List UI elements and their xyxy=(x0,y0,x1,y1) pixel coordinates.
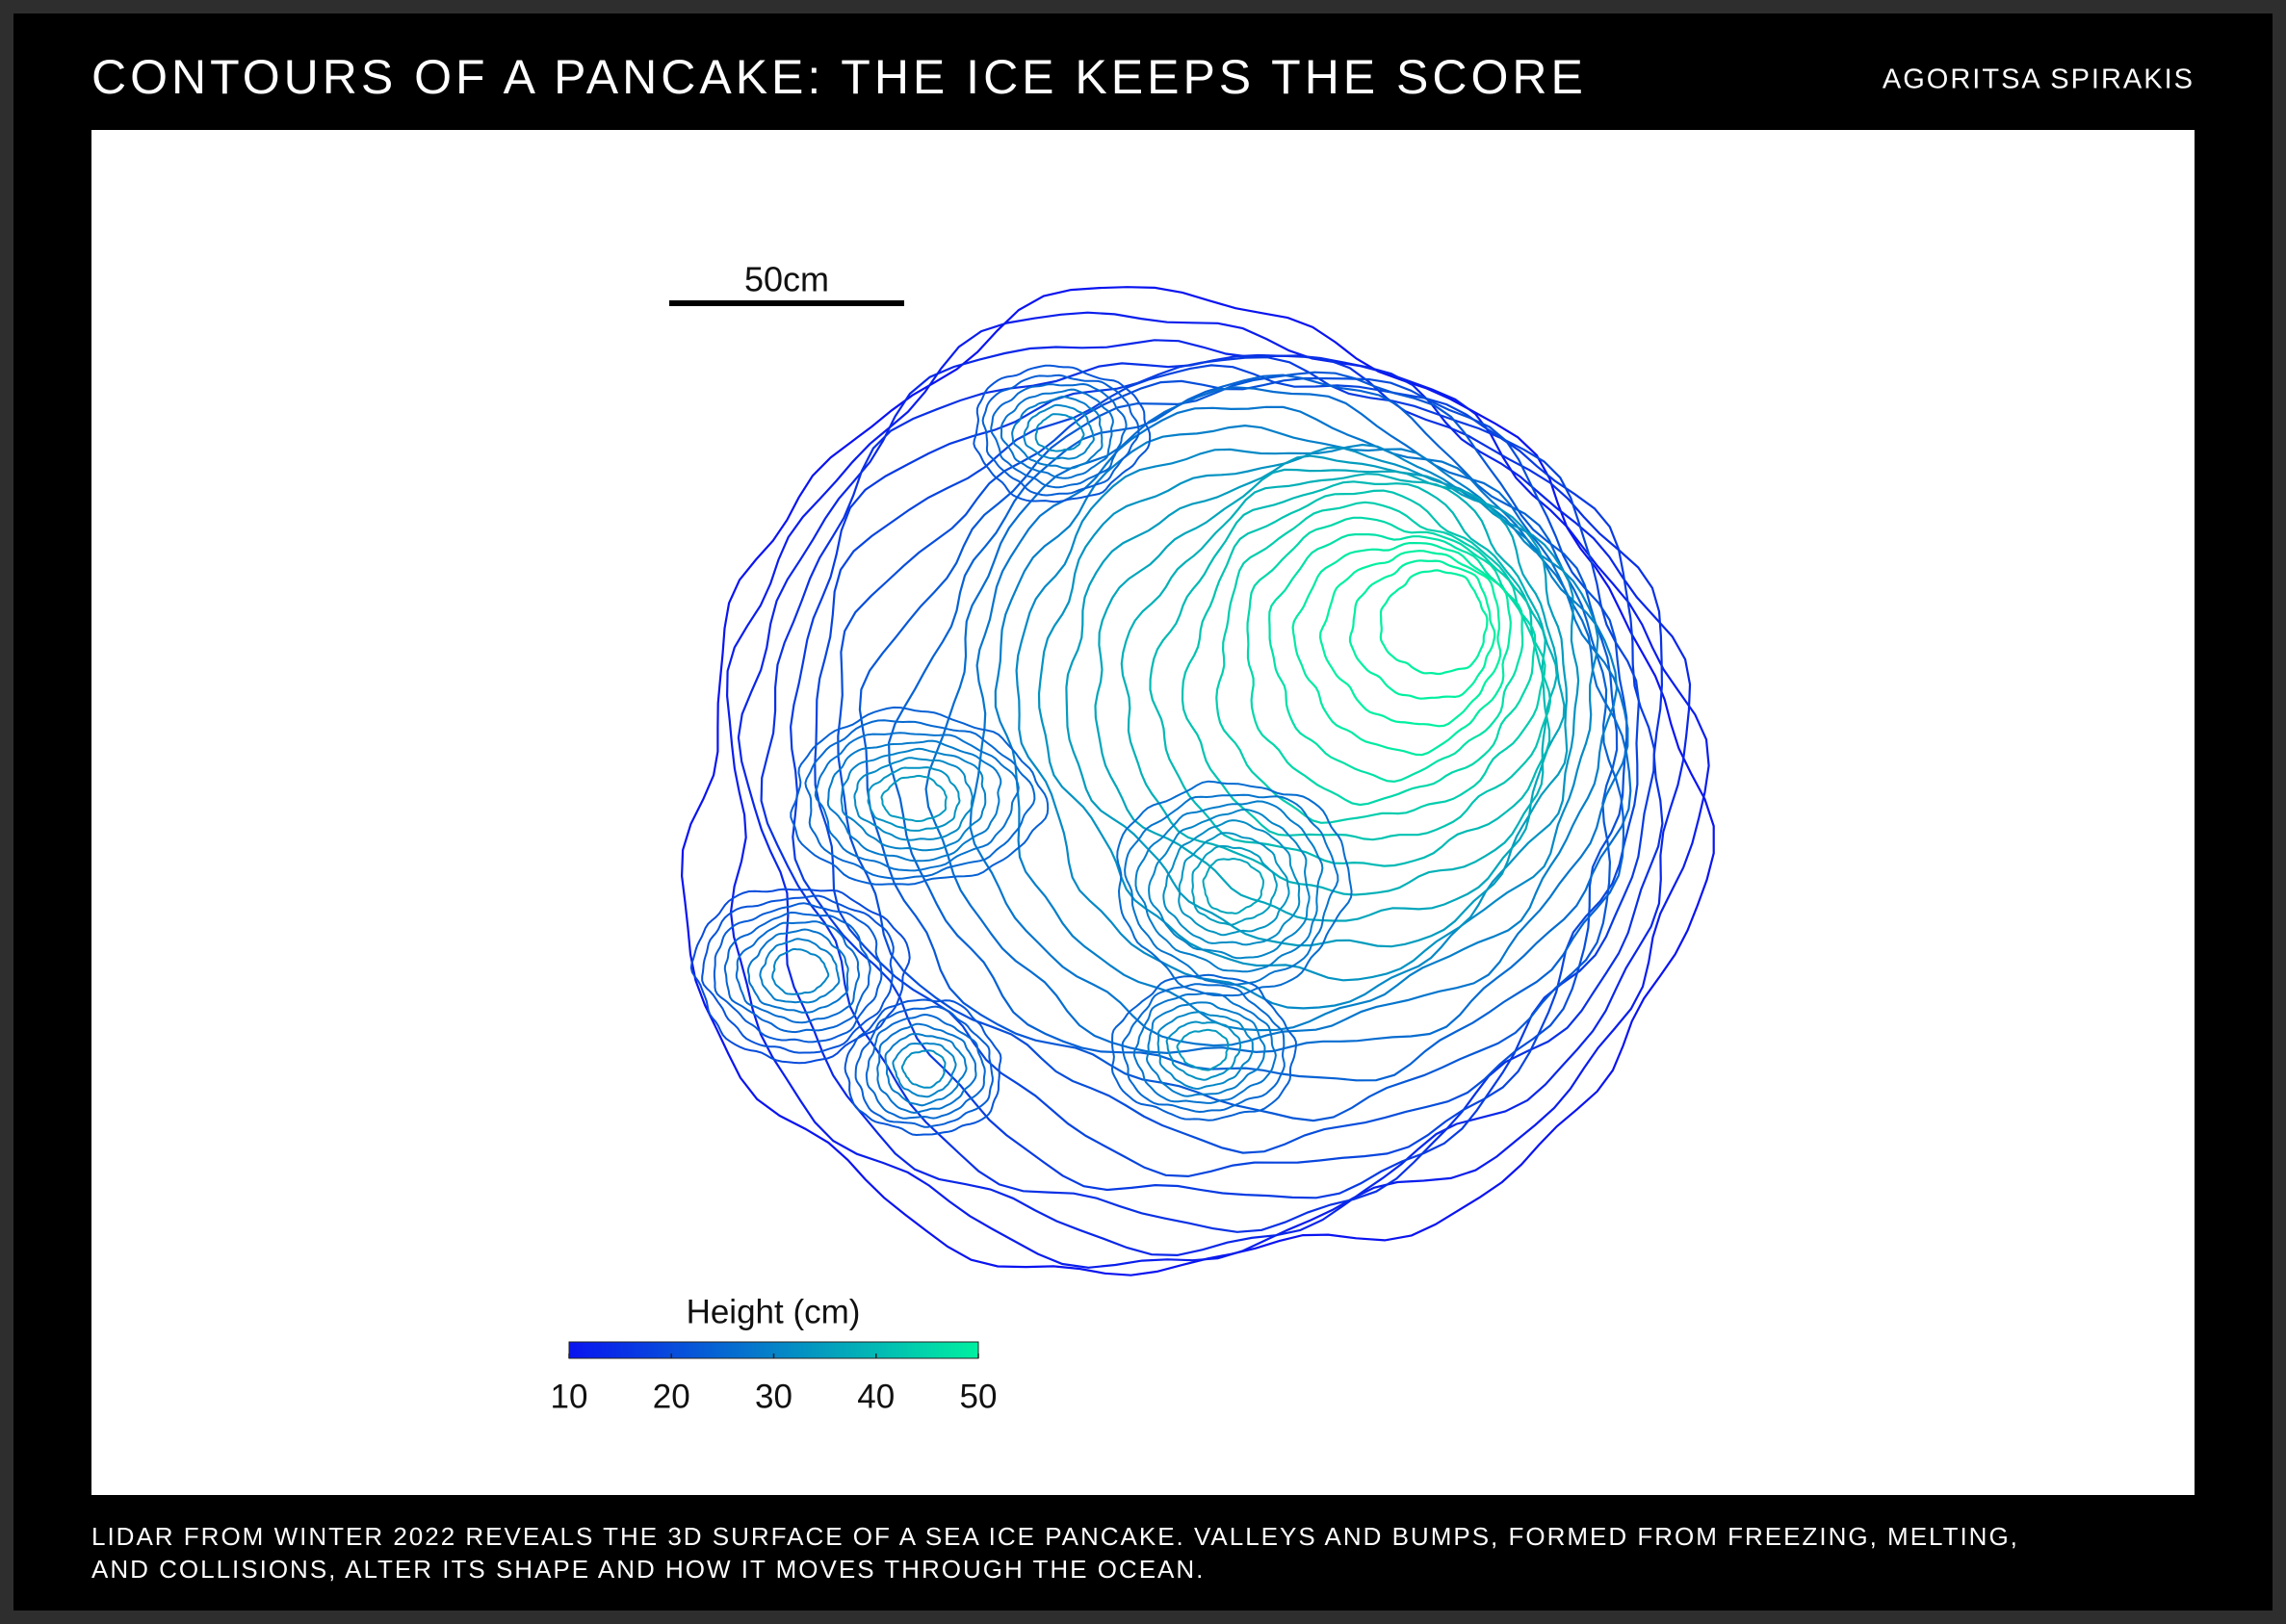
contour-line xyxy=(1176,1028,1230,1071)
contour-line xyxy=(701,894,895,1054)
contour-line xyxy=(1110,973,1298,1121)
contour-line xyxy=(771,947,830,995)
contour-line xyxy=(1291,542,1512,757)
contour-line xyxy=(1149,480,1551,867)
contour-line xyxy=(1246,516,1537,807)
contour-line xyxy=(1034,413,1085,452)
contour-line xyxy=(981,374,1140,497)
contour-line xyxy=(1094,468,1566,922)
contour-line xyxy=(1132,992,1277,1104)
colorbar-tick-label: 30 xyxy=(755,1378,792,1415)
caption-line: LIDAR FROM WINTER 2022 REVEALS THE 3D SU… xyxy=(91,1522,2019,1551)
contour-line xyxy=(887,374,1625,1082)
contour-line xyxy=(973,364,1152,503)
contour-line xyxy=(760,353,1664,1233)
contour-line xyxy=(865,1013,986,1120)
contour-line xyxy=(1318,550,1502,728)
contour-line xyxy=(1268,533,1524,784)
contour-line xyxy=(1134,800,1324,973)
contour-line xyxy=(1178,832,1290,937)
contour-line xyxy=(1162,819,1301,946)
contour-line xyxy=(867,766,961,832)
contour-line xyxy=(1348,559,1496,700)
contour-line xyxy=(994,424,1619,1032)
contour-line xyxy=(1202,858,1264,915)
contour-line xyxy=(826,739,1002,863)
contour-line xyxy=(735,920,861,1024)
contour-line xyxy=(1156,1011,1254,1091)
scale-label: 50cm xyxy=(744,260,829,299)
contour-line xyxy=(1124,793,1339,986)
title: CONTOURS OF A PANCAKE: THE ICE KEEPS THE… xyxy=(91,50,1587,104)
contour-line xyxy=(1116,780,1353,997)
contour-line xyxy=(1120,473,1558,896)
contour-line xyxy=(1148,808,1311,960)
contour-line xyxy=(990,382,1128,489)
contour-line xyxy=(1215,501,1546,824)
colorbar-tick-label: 20 xyxy=(653,1378,690,1415)
contour-line xyxy=(969,405,1629,1047)
contour-line xyxy=(1145,1001,1266,1097)
contour-line xyxy=(804,719,1036,880)
contour-line xyxy=(884,1032,968,1107)
colorbar-tick-label: 10 xyxy=(551,1378,588,1415)
contour-line xyxy=(1181,489,1552,841)
contour-line xyxy=(1191,845,1278,926)
contour-line xyxy=(853,757,974,841)
contour-line xyxy=(789,356,1656,1199)
contour-line xyxy=(858,371,1619,1122)
contour-line xyxy=(1023,403,1095,460)
contour-line xyxy=(1165,1020,1242,1081)
colorbar-tick-label: 40 xyxy=(857,1378,895,1415)
contour-line xyxy=(1000,388,1114,479)
contour-line xyxy=(1379,569,1489,676)
contour-line xyxy=(1015,443,1599,1010)
contour-line xyxy=(723,911,871,1034)
contour-line xyxy=(900,1049,947,1089)
contour-line xyxy=(737,339,1692,1257)
contour-line xyxy=(790,706,1050,886)
author: AGORITSA SPIRAKIS xyxy=(1883,64,2195,95)
contour-map xyxy=(680,286,1715,1276)
contour-line xyxy=(759,938,841,1004)
contour-line xyxy=(1011,395,1104,470)
contour-line xyxy=(725,311,1710,1269)
contour-line xyxy=(892,1042,957,1098)
contour-line xyxy=(689,888,911,1065)
colorbar-tick-label: 50 xyxy=(960,1378,998,1415)
colorbar-title: Height (cm) xyxy=(687,1293,861,1330)
contour-line xyxy=(746,928,849,1014)
contour-line xyxy=(844,998,1002,1137)
contour-line xyxy=(713,902,883,1044)
contour-line xyxy=(854,1005,994,1128)
contour-line xyxy=(840,747,987,852)
contour-line xyxy=(880,774,948,822)
colorbar-ticks: 10 20 30 40 50 xyxy=(551,1353,998,1415)
contour-line xyxy=(814,732,1020,872)
contour-line xyxy=(837,376,1628,1154)
contour-line xyxy=(876,1022,977,1114)
caption-line: AND COLLISIONS, ALTER ITS SHAPE AND HOW … xyxy=(91,1555,1205,1584)
